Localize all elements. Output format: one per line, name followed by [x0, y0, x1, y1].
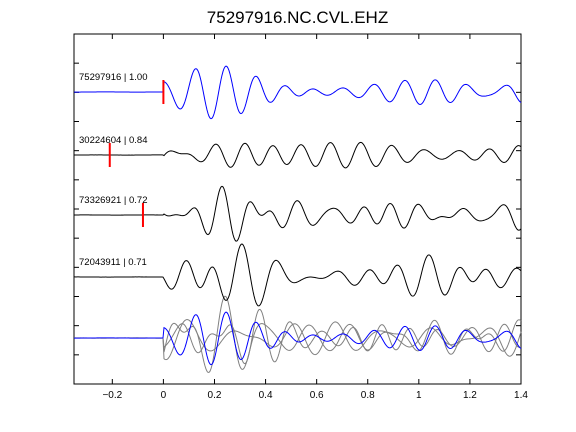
x-tick-label: 1	[416, 390, 422, 401]
overlay-trace-1	[73, 319, 522, 361]
x-tick-label: 1.4	[514, 390, 528, 401]
trace-2-label: 30224604 | 0.84	[79, 135, 148, 146]
x-tick-label: 0.2	[208, 390, 222, 401]
chart-title: 75297916.NC.CVL.EHZ	[207, 8, 388, 27]
x-axis-ticks: −0.2 0 0.2 0.4 0.6 0.8 1 1.2 1.4	[102, 34, 528, 401]
overlay-reference-trace	[74, 311, 522, 366]
plot-frame	[73, 33, 522, 385]
overlay-traces	[73, 295, 522, 373]
overlay-trace-3	[74, 295, 522, 373]
x-tick-label: 0.6	[310, 390, 324, 401]
x-tick-label: −0.2	[102, 390, 122, 401]
x-tick-label: 0.4	[259, 390, 273, 401]
trace-1-line	[74, 65, 522, 120]
trace-3-line	[74, 185, 522, 242]
trace-3-label: 73326921 | 0.72	[79, 195, 148, 206]
x-tick-label: 0	[161, 390, 167, 401]
x-tick-label: 1.2	[463, 390, 477, 401]
x-tick-label: 0.8	[361, 390, 375, 401]
trace-4-line	[73, 243, 522, 307]
trace-labels: 75297916 | 1.00 30224604 | 0.84 73326921 |…	[79, 72, 148, 268]
trace-4-label: 72043911 | 0.71	[79, 257, 147, 268]
y-ticks	[74, 62, 521, 356]
overlay-trace-2	[74, 308, 522, 365]
waveform-traces	[73, 65, 522, 307]
trace-1-label: 75297916 | 1.00	[79, 72, 148, 83]
trace-2-line	[74, 141, 522, 169]
pick-markers	[108, 80, 165, 227]
